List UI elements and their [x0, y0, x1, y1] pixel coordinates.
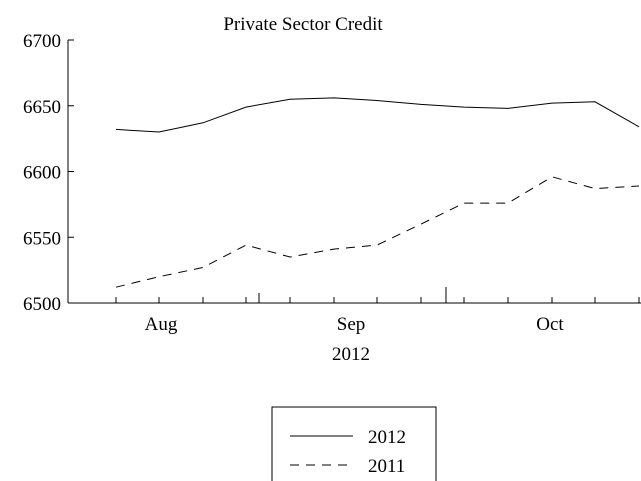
y-tick-label: 6500	[23, 294, 61, 315]
x-year-label: 2012	[332, 344, 370, 365]
legend-box	[271, 406, 437, 481]
y-tick-label: 6650	[23, 97, 61, 118]
series-line-2012	[115, 97, 640, 133]
x-tick-label-oct: Oct	[536, 314, 564, 335]
chart-title: Private Sector Credit	[223, 14, 383, 35]
x-tick-label-aug: Aug	[145, 314, 178, 335]
x-ticks	[115, 287, 640, 303]
legend: 2012 2011	[271, 406, 437, 481]
x-tick-label-sep: Sep	[337, 314, 366, 335]
legend-label-2011: 2011	[368, 456, 405, 477]
y-ticks: 6500 6550 6600 6650 6700	[23, 31, 74, 315]
y-tick-label: 6700	[23, 31, 61, 52]
y-tick-label: 6600	[23, 163, 61, 184]
legend-label-2012: 2012	[368, 427, 406, 448]
series-layer	[115, 97, 640, 288]
y-tick-label: 6550	[23, 228, 61, 249]
series-line-2011	[115, 176, 640, 288]
